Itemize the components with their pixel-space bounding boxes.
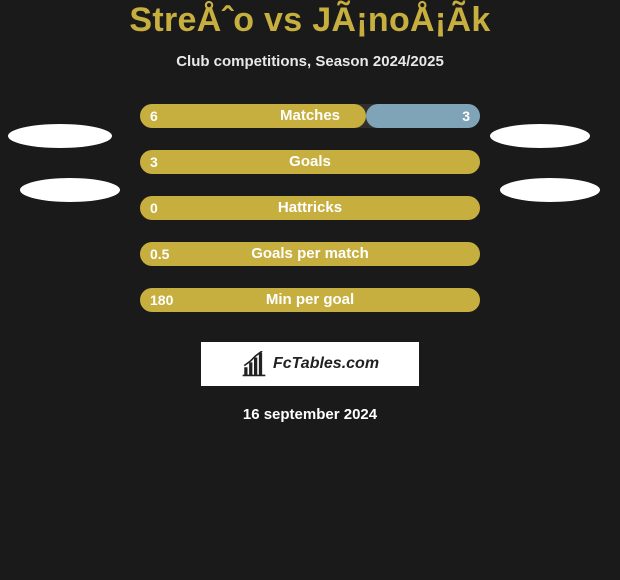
stat-row: 180Min per goal: [0, 278, 620, 324]
stat-row: 0.5Goals per match: [0, 232, 620, 278]
stat-label: Matches: [140, 104, 480, 128]
stat-label: Hattricks: [140, 196, 480, 220]
stat-bar: 180Min per goal: [140, 288, 480, 312]
page-title: StreÅˆo vs JÃ¡noÅ¡Ã­k: [0, 0, 620, 41]
decorative-ellipse: [8, 124, 112, 148]
stat-bar: 63Matches: [140, 104, 480, 128]
chart-bars-icon: [241, 351, 267, 377]
stat-label: Goals: [140, 150, 480, 174]
fctables-logo[interactable]: FcTables.com: [201, 342, 419, 386]
stat-label: Goals per match: [140, 242, 480, 266]
stat-label: Min per goal: [140, 288, 480, 312]
decorative-ellipse: [20, 178, 120, 202]
decorative-ellipse: [490, 124, 590, 148]
subtitle: Club competitions, Season 2024/2025: [0, 53, 620, 70]
stat-bar: 0.5Goals per match: [140, 242, 480, 266]
stat-bar: 3Goals: [140, 150, 480, 174]
logo-text: FcTables.com: [273, 355, 379, 373]
date-footer: 16 september 2024: [0, 406, 620, 423]
decorative-ellipse: [500, 178, 600, 202]
comparison-card: StreÅˆo vs JÃ¡noÅ¡Ã­k Club competitions,…: [0, 0, 620, 580]
stat-bar: 0Hattricks: [140, 196, 480, 220]
